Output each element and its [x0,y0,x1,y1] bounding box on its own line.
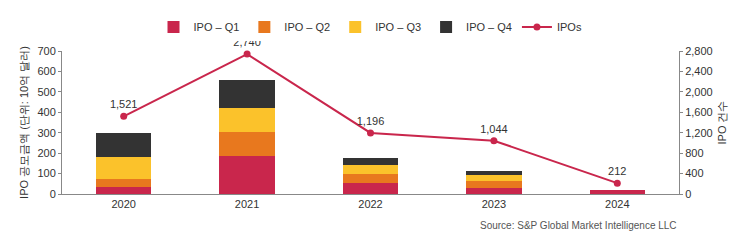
svg-text:100: 100 [37,167,55,179]
svg-text:1,521: 1,521 [110,98,138,110]
svg-text:1,200: 1,200 [685,127,713,139]
svg-text:200: 200 [37,147,55,159]
svg-text:2,800: 2,800 [685,45,713,57]
svg-text:700: 700 [37,45,55,57]
svg-text:800: 800 [685,147,703,159]
svg-text:2022: 2022 [358,198,382,210]
svg-text:IPO – Q4: IPO – Q4 [466,21,512,33]
svg-text:IPO 공모금액 (단위: 10억 달러): IPO 공모금액 (단위: 10억 달러) [18,46,30,199]
svg-text:1,600: 1,600 [685,106,713,118]
svg-text:Source: S&P Global Market Inte: Source: S&P Global Market Intelligence L… [480,220,677,231]
svg-text:600: 600 [37,65,55,77]
svg-text:IPOs: IPOs [557,21,582,33]
svg-text:2,400: 2,400 [685,65,713,77]
svg-text:400: 400 [685,167,703,179]
svg-text:2020: 2020 [111,198,135,210]
svg-text:IPO 건수: IPO 건수 [716,100,728,144]
svg-text:500: 500 [37,86,55,98]
svg-text:IPO – Q2: IPO – Q2 [284,21,330,33]
svg-text:0: 0 [50,188,56,200]
svg-text:1,044: 1,044 [480,123,508,135]
svg-text:IPO – Q1: IPO – Q1 [194,21,240,33]
svg-text:1,196: 1,196 [357,115,385,127]
svg-text:2024: 2024 [605,198,629,210]
svg-text:400: 400 [37,106,55,118]
svg-text:2,740: 2,740 [233,35,261,48]
svg-text:2021: 2021 [235,198,259,210]
svg-text:0: 0 [685,188,691,200]
svg-text:2,000: 2,000 [685,86,713,98]
svg-text:2023: 2023 [482,198,506,210]
svg-text:300: 300 [37,127,55,139]
svg-text:IPO – Q3: IPO – Q3 [375,21,421,33]
svg-text:212: 212 [608,165,626,177]
